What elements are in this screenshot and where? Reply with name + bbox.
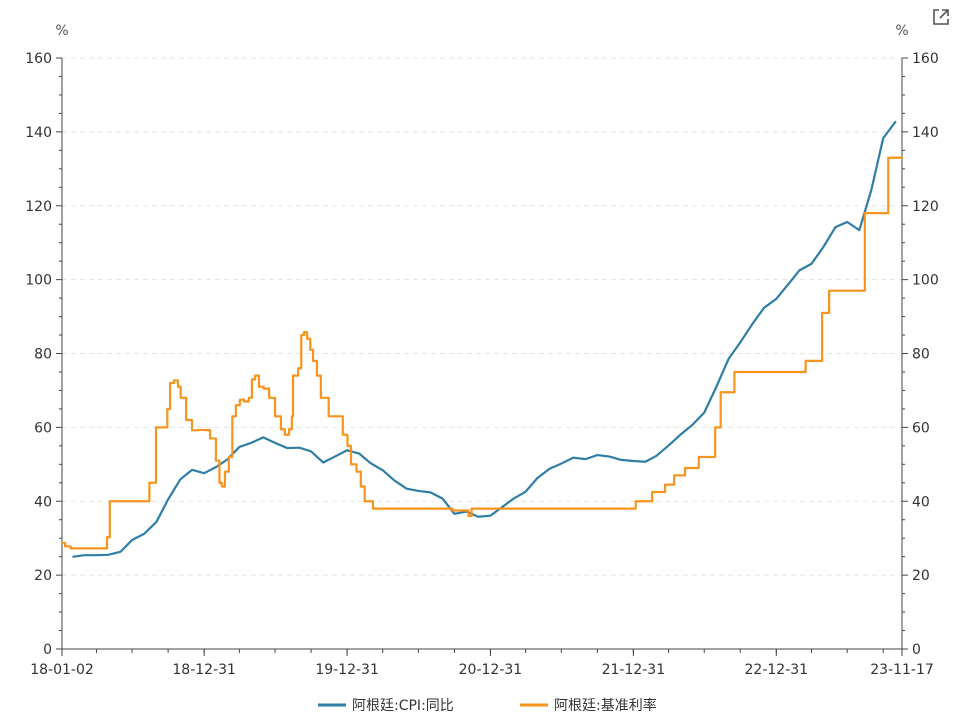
legend-label: 阿根廷:基准利率: [554, 697, 657, 714]
x-tick-label: 18-12-31: [172, 662, 236, 678]
x-tick-label: 18-01-02: [30, 662, 94, 678]
right-axis-unit: %: [895, 23, 908, 39]
y-tick-label-left: 20: [34, 568, 52, 584]
y-tick-label-right: 0: [912, 642, 921, 658]
y-tick-label-left: 100: [25, 273, 52, 289]
y-tick-label-right: 120: [912, 199, 939, 215]
left-axis-unit: %: [55, 23, 68, 39]
legend-label: 阿根廷:CPI:同比: [352, 698, 454, 714]
y-tick-label-left: 140: [25, 125, 52, 141]
external-link-icon: [933, 9, 949, 25]
y-tick-label-left: 40: [34, 494, 52, 510]
legend: 阿根廷:CPI:同比 阿根廷:基准利率: [318, 697, 657, 714]
export-button[interactable]: [930, 6, 952, 28]
x-tick-label: 23-11-17: [870, 662, 934, 678]
y-tick-label-right: 140: [912, 125, 939, 141]
grid-lines: [62, 57, 902, 576]
series-line-1: [72, 120, 897, 558]
y-tick-label-right: 60: [912, 420, 930, 436]
series-line-2: [60, 156, 904, 550]
x-tick-label: 21-12-31: [602, 662, 666, 678]
x-tick-label: 22-12-31: [745, 662, 809, 678]
y-tick-label-left: 0: [43, 642, 52, 658]
y-tick-label-left: 160: [25, 51, 52, 67]
series-lines: [60, 120, 904, 558]
y-tick-label-left: 120: [25, 199, 52, 215]
x-tick-label: 20-12-31: [459, 662, 523, 678]
y-tick-label-left: 80: [34, 347, 52, 363]
y-tick-label-left: 60: [34, 420, 52, 436]
y-tick-label-right: 160: [912, 51, 939, 67]
y-tick-label-right: 80: [912, 347, 930, 363]
axes: 0 0 20 20 40 40 60 60 80 80 100 100 120 120 140 140 160 1…: [25, 51, 938, 678]
y-tick-label-right: 40: [912, 494, 930, 510]
y-tick-label-right: 20: [912, 568, 930, 584]
x-tick-label: 19-12-31: [315, 662, 379, 678]
y-tick-label-right: 100: [912, 273, 939, 289]
